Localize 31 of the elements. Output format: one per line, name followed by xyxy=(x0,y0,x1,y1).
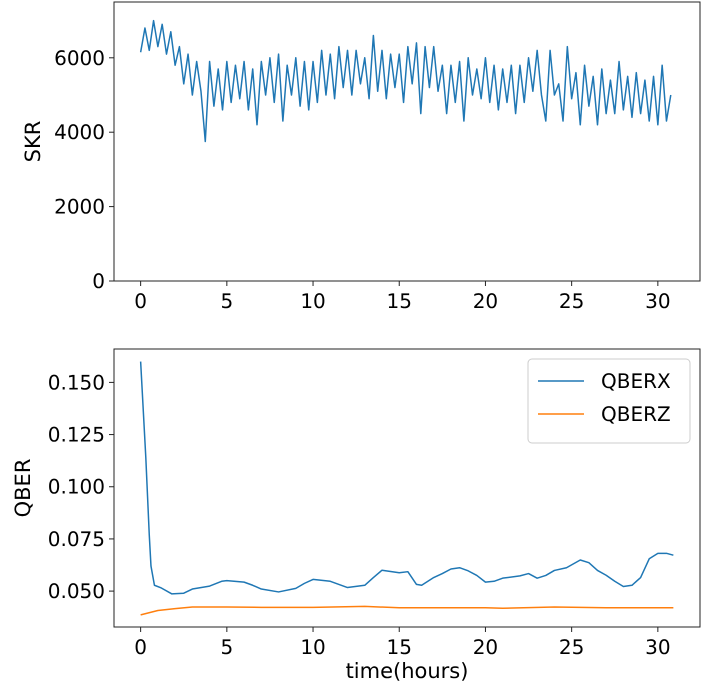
legend-label: QBERX xyxy=(601,369,671,393)
x-tick-label: 15 xyxy=(386,635,412,659)
legend-label: QBERZ xyxy=(601,402,671,426)
x-tick-label: 0 xyxy=(134,289,148,313)
x-tick-label: 0 xyxy=(134,635,148,659)
y-tick-label: 0.125 xyxy=(48,422,105,447)
line-series xyxy=(140,360,674,595)
x-tick-label: 5 xyxy=(220,635,234,659)
x-tick-label: 30 xyxy=(645,635,671,659)
y-tick-label: 0.150 xyxy=(48,370,105,394)
y-tick-label: 4000 xyxy=(54,120,105,144)
x-tick-label: 20 xyxy=(472,289,498,313)
y-tick-label: 6000 xyxy=(54,46,105,70)
x-tick-label: 20 xyxy=(472,635,498,659)
x-tick-label: 5 xyxy=(220,289,234,313)
x-tick-label: 10 xyxy=(300,289,326,313)
line-series xyxy=(140,20,672,142)
x-axis-title: time(hours) xyxy=(346,659,468,683)
y-tick-label: 0.075 xyxy=(48,526,105,551)
y-axis-title: QBER xyxy=(11,458,35,518)
y-tick-label: 2000 xyxy=(54,194,105,219)
y-tick-label: 0.050 xyxy=(48,579,105,604)
y-tick-label: 0 xyxy=(92,269,105,293)
y-tick-label: 0.100 xyxy=(48,474,105,499)
x-tick-label: 25 xyxy=(558,289,584,313)
x-tick-label: 10 xyxy=(300,635,326,659)
x-tick-label: 25 xyxy=(558,635,584,659)
x-tick-label: 30 xyxy=(645,289,671,313)
y-axis-title: SKR xyxy=(21,120,45,162)
line-series xyxy=(140,606,674,616)
x-tick-label: 15 xyxy=(386,289,412,313)
